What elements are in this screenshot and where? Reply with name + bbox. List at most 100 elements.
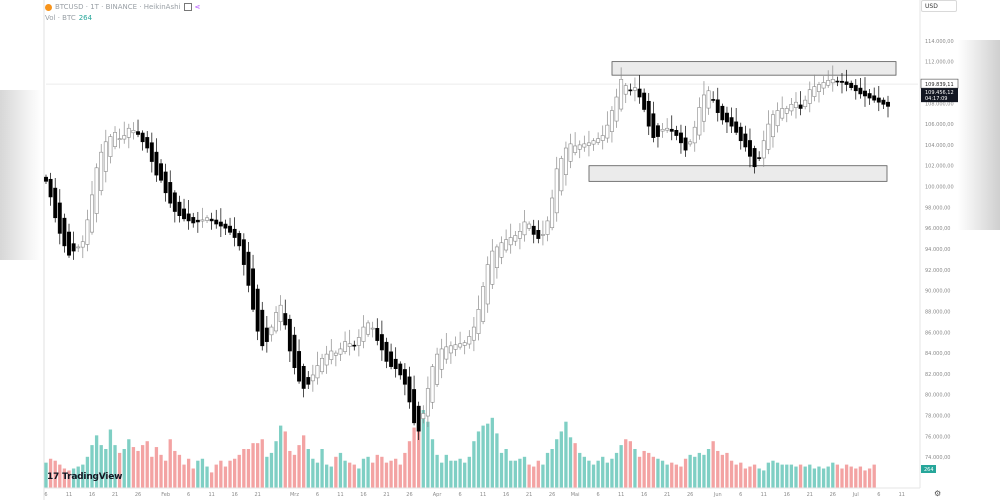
volume-bar (302, 435, 306, 488)
candle-body (586, 142, 591, 146)
x-tick-label: Apr (433, 492, 443, 498)
volume-bar (821, 468, 826, 488)
candle-body (191, 217, 196, 224)
volume-bar (509, 460, 513, 488)
candle-body (803, 99, 808, 107)
y-tick-label: 104.000,00 (925, 143, 954, 149)
settings-gear-icon[interactable]: ⚙ (934, 489, 942, 498)
volume-bar (357, 468, 361, 488)
volume-bar (371, 462, 375, 488)
price-label-2: 109.456,12 (925, 90, 954, 96)
volume-bar (430, 439, 435, 488)
candle-body (540, 234, 545, 236)
candle-body (471, 326, 476, 341)
square-icon[interactable] (184, 3, 193, 11)
candle-body (324, 353, 329, 366)
volume-bar (637, 456, 642, 488)
volume-bar (863, 470, 867, 488)
volume-bar (334, 456, 338, 488)
candle-body (701, 94, 706, 122)
volume-bar (697, 452, 702, 488)
volume-bar (366, 456, 370, 488)
volume-bar (421, 410, 425, 488)
candle-body (706, 90, 711, 109)
candle-body (817, 84, 821, 92)
volume-bar (665, 464, 669, 488)
candle-body (177, 201, 182, 216)
volume-bar (191, 468, 195, 488)
candle-body (218, 221, 223, 227)
candle-body (103, 141, 108, 172)
candle-body (439, 348, 444, 370)
volume-bar (140, 445, 145, 488)
y-tick-label: 86.000,00 (925, 330, 950, 336)
volume-bar (375, 454, 379, 488)
volume-bar (444, 454, 448, 488)
candle-body (163, 171, 168, 194)
volume-bar (762, 470, 766, 488)
volume-bar (651, 456, 656, 488)
candle-body (131, 130, 136, 134)
y-tick-label: 82.000,00 (925, 372, 950, 378)
volume-bar (251, 443, 255, 488)
candle-body (232, 228, 237, 238)
volume-bar (53, 460, 57, 488)
volume-bar (306, 449, 310, 488)
volume-bar (417, 423, 421, 488)
candle-body (752, 148, 757, 168)
x-tick-label: 6 (44, 492, 47, 498)
volume-bar (278, 425, 283, 488)
candle-body (683, 137, 688, 151)
x-tick-label: 6 (739, 492, 742, 498)
candle-body (734, 121, 739, 133)
candle-body (283, 313, 288, 326)
x-tick-label: Feb (161, 492, 170, 498)
volume-bar (785, 464, 789, 488)
volume-bar (803, 466, 807, 488)
volume-bar (186, 458, 191, 488)
candle-body (255, 288, 260, 332)
candle-body (329, 350, 334, 360)
volume-bar (679, 466, 683, 488)
y-tick-label: 114.000,00 (925, 39, 954, 45)
volume-bar (209, 472, 214, 488)
candle-body (435, 353, 440, 385)
candle-body (412, 389, 417, 424)
share-icon[interactable]: ⋖ (194, 3, 201, 11)
currency-button[interactable]: USD (921, 0, 957, 12)
volume-bar (122, 449, 126, 488)
candle-body (559, 158, 564, 192)
volume-bar (163, 460, 168, 488)
volume-value: 264 (78, 14, 93, 22)
x-tick-label: 6 (877, 492, 880, 498)
volume-bar (472, 441, 476, 488)
x-tick-label: 11 (337, 492, 343, 498)
y-tick-label: 96.000,00 (925, 226, 950, 232)
x-tick-label: 21 (664, 492, 670, 498)
x-tick-label: 11 (66, 492, 72, 498)
volume-bar (150, 456, 154, 488)
x-tick-label: 26 (830, 492, 836, 498)
y-tick-label: 106.000,00 (925, 122, 954, 128)
candle-body (287, 318, 292, 352)
y-tick-label: 100.000,00 (925, 185, 954, 191)
candle-body (48, 178, 53, 198)
x-tick-label: 16 (89, 492, 95, 498)
candle-body (821, 82, 826, 89)
candle-body (228, 225, 233, 233)
volume-bar (490, 417, 494, 488)
candle-body (485, 264, 490, 305)
resistance-zone-1 (588, 165, 888, 182)
volume-bar (596, 460, 600, 488)
volume-bar (481, 425, 485, 488)
candle-body (366, 322, 371, 335)
candle-body (651, 113, 656, 138)
volume-bar (670, 462, 674, 488)
x-tick-label: 21 (254, 492, 260, 498)
candle-body (274, 312, 279, 332)
candle-body (214, 219, 219, 225)
candle-body (62, 217, 67, 247)
volume-bar (94, 435, 99, 488)
